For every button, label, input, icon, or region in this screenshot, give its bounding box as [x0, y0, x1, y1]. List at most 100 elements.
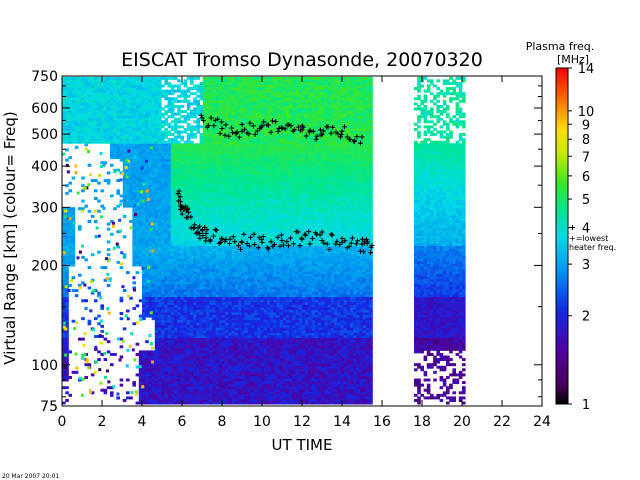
heatmap-cell — [164, 140, 168, 144]
heatmap-cell — [218, 291, 223, 295]
heatmap-cell — [145, 168, 149, 172]
heatmap-cell — [218, 337, 223, 341]
heatmap-cell — [158, 120, 162, 124]
heatmap-cell — [170, 189, 175, 193]
heatmap-cell — [186, 140, 191, 144]
heatmap-cell — [186, 255, 191, 259]
heatmap-cell — [148, 143, 152, 147]
heatmap-cell — [84, 130, 88, 134]
heatmap-cell — [190, 150, 194, 154]
heatmap-cell — [193, 368, 197, 372]
heatmap-cell — [174, 309, 178, 313]
heatmap-cell — [148, 102, 152, 106]
heatmap-cell — [84, 84, 88, 88]
heatmap-cell — [234, 230, 239, 234]
heatmap-cell — [87, 220, 92, 223]
heatmap-cell — [65, 309, 69, 313]
heatmap-cell — [174, 143, 178, 147]
heatmap-cell — [158, 143, 162, 147]
heatmap-cell — [190, 243, 194, 246]
heatmap-cell — [202, 197, 207, 200]
heatmap-cell — [190, 207, 194, 211]
heatmap-cell — [225, 332, 229, 336]
heatmap-cell — [212, 230, 216, 234]
heatmap-cell — [174, 120, 178, 124]
heatmap-cell — [218, 99, 223, 103]
heatmap-cell — [209, 396, 213, 400]
heatmap-cell — [164, 322, 168, 326]
heatmap-cell — [126, 125, 130, 129]
heatmap-cell — [110, 140, 114, 144]
heatmap-cell — [65, 373, 69, 377]
heatmap-cell — [65, 368, 69, 372]
heatmap-cell — [222, 81, 226, 85]
heatmap-cell — [209, 194, 213, 198]
heatmap-cell — [68, 81, 72, 85]
heatmap-cell — [154, 102, 159, 106]
heatmap-cell — [212, 110, 216, 114]
heatmap-cell — [196, 347, 200, 351]
heatmap-cell — [199, 281, 204, 285]
heatmap-cell — [87, 120, 92, 124]
heatmap-cell — [193, 84, 197, 88]
heatmap-cell — [158, 283, 162, 287]
heatmap-cell — [199, 217, 204, 221]
heatmap-cell — [145, 381, 149, 385]
heatmap-cell — [190, 110, 194, 114]
heatmap-cell — [186, 107, 191, 111]
heatmap-cell — [218, 140, 223, 144]
heatmap-cell — [138, 145, 143, 149]
heatmap-cell — [145, 396, 149, 400]
heatmap-cell — [151, 184, 156, 188]
heatmap-cell — [74, 107, 79, 111]
heatmap-cell — [161, 370, 165, 374]
heatmap-cell — [231, 278, 236, 282]
heatmap-cell — [135, 122, 140, 126]
heatmap-cell — [106, 138, 111, 142]
heatmap-cell — [158, 194, 162, 198]
heatmap-cell — [106, 89, 111, 93]
heatmap-cell — [142, 283, 146, 287]
heatmap-cell — [71, 76, 76, 80]
heatmap-cell — [161, 156, 165, 160]
heatmap-cell — [190, 79, 194, 83]
heatmap-cell — [202, 220, 207, 223]
heatmap-cell — [148, 179, 152, 183]
heatmap-cell — [231, 373, 236, 377]
heatmap-cell — [215, 391, 220, 395]
heatmap-cell — [174, 276, 178, 280]
heatmap-cell — [84, 92, 88, 96]
heatmap-cell — [199, 92, 204, 96]
heatmap-cell — [148, 248, 152, 252]
heatmap-cell — [161, 360, 165, 364]
heatmap-cell — [196, 145, 200, 149]
heatmap-cell — [132, 240, 136, 244]
heatmap-cell — [177, 378, 181, 382]
heatmap-cell — [234, 158, 239, 162]
heatmap-cell — [212, 301, 216, 305]
heatmap-cell — [138, 230, 143, 234]
heatmap-cell — [228, 291, 232, 295]
heatmap-cell — [183, 322, 188, 326]
heatmap-cell — [170, 304, 175, 308]
heatmap-cell — [206, 230, 210, 234]
heatmap-cell — [190, 255, 194, 259]
heatmap-cell — [186, 237, 191, 241]
heatmap-cell — [183, 314, 188, 318]
heatmap-cell — [202, 332, 207, 336]
heatmap-cell — [119, 115, 124, 119]
heatmap-cell — [71, 110, 76, 114]
heatmap-cell — [161, 266, 165, 269]
heatmap-cell — [186, 102, 191, 106]
heatmap-cell — [183, 352, 188, 356]
heatmap-cell — [170, 345, 175, 349]
heatmap-cell — [132, 230, 136, 234]
heatmap-cell — [218, 260, 223, 264]
heatmap-cell — [174, 84, 178, 88]
heatmap-cell — [113, 84, 117, 88]
heatmap-cell — [186, 393, 191, 397]
heatmap-cell — [135, 120, 140, 124]
heatmap-cell — [231, 289, 236, 293]
heatmap-cell — [170, 263, 175, 267]
heatmap-cell — [126, 145, 130, 149]
